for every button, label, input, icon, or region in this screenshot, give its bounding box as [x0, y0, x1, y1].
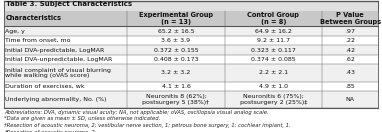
Text: .42: .42: [345, 48, 355, 53]
Text: .22: .22: [345, 38, 355, 43]
Text: 0.323 ± 0.117: 0.323 ± 0.117: [251, 48, 296, 53]
Text: .43: .43: [345, 70, 355, 76]
Text: Control Group
(n = 8): Control Group (n = 8): [248, 12, 299, 25]
Bar: [4, 1, 378, 11]
Text: Age, y: Age, y: [5, 29, 25, 34]
Bar: [4, 55, 378, 64]
Text: 0.374 ± 0.085: 0.374 ± 0.085: [251, 57, 296, 62]
Bar: [4, 45, 378, 55]
Text: Neuronitis 6 (75%);
postsurgery 2 (25%)‡: Neuronitis 6 (75%); postsurgery 2 (25%)‡: [240, 94, 307, 105]
Text: Underlying abnormality, No. (%): Underlying abnormality, No. (%): [5, 97, 107, 102]
Text: .62: .62: [345, 57, 355, 62]
Text: P Value
Between Groups: P Value Between Groups: [319, 12, 381, 25]
Bar: [4, 26, 378, 36]
Text: Initial DVA-unpredictable, LogMAR: Initial DVA-unpredictable, LogMAR: [5, 57, 113, 62]
Text: .85: .85: [345, 84, 355, 89]
Bar: [4, 91, 378, 108]
Text: Neuronitis 8 (62%);
postsurgery 5 (38%)†: Neuronitis 8 (62%); postsurgery 5 (38%)†: [142, 94, 210, 105]
Text: Abbreviations: DVA, dynamic visual acuity; NA, not applicable; oVAS, oscillopsia: Abbreviations: DVA, dynamic visual acuit…: [4, 110, 269, 115]
Text: 9.2 ± 11.7: 9.2 ± 11.7: [257, 38, 290, 43]
Bar: [4, 11, 378, 26]
Text: Duration of exercises, wk: Duration of exercises, wk: [5, 84, 85, 89]
Text: 0.408 ± 0.173: 0.408 ± 0.173: [154, 57, 198, 62]
Text: 4.1 ± 1.6: 4.1 ± 1.6: [162, 84, 191, 89]
Text: Experimental Group
(n = 13): Experimental Group (n = 13): [139, 12, 213, 25]
Text: .97: .97: [345, 29, 355, 34]
Bar: [4, 82, 378, 91]
Bar: [4, 1, 378, 108]
Text: †Resection of acoustic neuroma, 2; vestibular nerve section, 1; petrous bone sur: †Resection of acoustic neuroma, 2; vesti…: [4, 123, 290, 128]
Text: Initial complaint of visual blurring
while walking (oVAS score): Initial complaint of visual blurring whi…: [5, 68, 111, 78]
Text: 2.2 ± 2.1: 2.2 ± 2.1: [259, 70, 288, 76]
Text: NA: NA: [346, 97, 354, 102]
Text: 3.6 ± 3.9: 3.6 ± 3.9: [162, 38, 191, 43]
Text: 3.2 ± 3.2: 3.2 ± 3.2: [162, 70, 191, 76]
Text: *Data are given as mean ± SD, unless otherwise indicated.: *Data are given as mean ± SD, unless oth…: [4, 116, 160, 121]
Text: 65.2 ± 16.5: 65.2 ± 16.5: [158, 29, 194, 34]
Text: 4.9 ± 1.0: 4.9 ± 1.0: [259, 84, 288, 89]
Text: 0.372 ± 0.155: 0.372 ± 0.155: [154, 48, 198, 53]
Bar: [4, 64, 378, 82]
Text: Initial DVA-predictable, LogMAR: Initial DVA-predictable, LogMAR: [5, 48, 105, 53]
Text: Time from onset, mo: Time from onset, mo: [5, 38, 71, 43]
Text: 64.9 ± 16.2: 64.9 ± 16.2: [255, 29, 292, 34]
Text: Characteristics: Characteristics: [5, 15, 62, 22]
Bar: [4, 36, 378, 45]
Text: ‡Resection of acoustic neuroma, 2.: ‡Resection of acoustic neuroma, 2.: [4, 130, 96, 132]
Text: Table 3. Subject Characteristics: Table 3. Subject Characteristics: [6, 1, 132, 7]
